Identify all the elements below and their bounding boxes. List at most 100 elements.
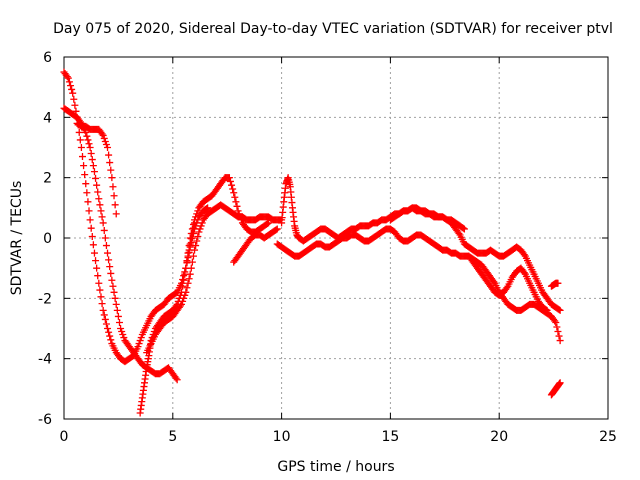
data-point (86, 216, 94, 224)
data-point (85, 140, 93, 148)
data-point (237, 216, 245, 224)
series-track-1 (60, 68, 212, 366)
data-point (84, 198, 92, 206)
data-point (113, 306, 121, 314)
data-point (228, 181, 236, 189)
data-point (95, 279, 103, 287)
series-track-3 (73, 119, 120, 218)
data-point (117, 325, 125, 332)
data-point (68, 85, 76, 93)
data-point (76, 136, 84, 144)
data-point (520, 269, 528, 277)
data-point (102, 320, 110, 328)
data-point (89, 241, 97, 249)
y-tick-labels: -6 -4 -2 0 2 4 6 (38, 50, 52, 428)
data-point (555, 332, 563, 340)
data-point (553, 323, 561, 331)
data-point (186, 234, 194, 242)
series-track-10 (386, 204, 564, 314)
data-point (106, 332, 114, 340)
data-point (82, 128, 90, 136)
data-point (93, 264, 101, 272)
data-point (94, 188, 102, 196)
data-point (105, 328, 113, 336)
data-point (95, 195, 103, 203)
data-point (556, 306, 564, 314)
data-point (98, 213, 106, 221)
data-point (99, 306, 107, 314)
data-point (88, 156, 96, 164)
data-point (204, 204, 212, 212)
data-point (556, 379, 564, 387)
data-point (195, 228, 203, 236)
data-point (99, 131, 107, 139)
data-point (179, 297, 187, 305)
data-point (85, 207, 93, 215)
data-point (70, 95, 78, 103)
data-point (265, 219, 273, 227)
data-point (236, 213, 244, 221)
y-tick-label: -4 (38, 352, 52, 368)
data-point (229, 185, 237, 193)
data-point (100, 311, 108, 319)
data-point (87, 224, 95, 232)
data-point (92, 174, 100, 182)
data-point (114, 312, 122, 320)
data-point (180, 276, 188, 284)
data-point (64, 74, 72, 82)
data-point (520, 251, 528, 259)
data-point (102, 140, 110, 148)
data-point (178, 300, 186, 308)
data-point (188, 225, 196, 233)
x-tick-label: 5 (168, 429, 177, 445)
data-point (192, 213, 200, 221)
data-point (197, 222, 205, 230)
data-point (173, 376, 181, 384)
data-point (106, 159, 114, 167)
data-point (111, 201, 119, 209)
x-tick-label: 10 (273, 429, 291, 445)
grid (64, 57, 608, 419)
data-point (96, 201, 104, 209)
data-point (543, 306, 551, 314)
data-point (196, 225, 204, 233)
data-point (90, 168, 98, 176)
data-point (185, 242, 193, 250)
data-point (107, 166, 115, 174)
data-point (459, 224, 467, 232)
data-point (101, 234, 109, 242)
data-point (71, 101, 79, 109)
data-point (82, 180, 90, 188)
y-axis-label: SDTVAR / TECUs (9, 181, 25, 296)
data-point (188, 258, 196, 266)
data-point (183, 257, 191, 265)
y-tick-label: -2 (38, 291, 52, 307)
data-point (187, 229, 195, 237)
series-track-9 (273, 225, 564, 345)
data-point (105, 151, 113, 159)
data-point (503, 284, 511, 292)
data-point (83, 189, 91, 197)
data-point (137, 334, 145, 342)
data-point (263, 220, 271, 228)
x-tick-label: 15 (381, 429, 399, 445)
data-point (198, 219, 206, 227)
data-point (225, 174, 233, 182)
data-point (552, 318, 560, 326)
data-point (191, 246, 199, 254)
data-point (118, 328, 126, 336)
axis-ticks (63, 56, 609, 420)
data-point (490, 278, 498, 286)
data-point (179, 282, 187, 290)
data-point (184, 249, 192, 257)
data-point (99, 219, 107, 227)
data-point (109, 183, 117, 191)
data-point (234, 207, 242, 215)
data-point (92, 257, 100, 265)
series-track-12 (547, 279, 562, 290)
data-point (67, 82, 75, 90)
data-point (88, 232, 96, 240)
data-point (69, 89, 77, 97)
series-track-2 (60, 104, 181, 384)
data-point (80, 162, 88, 170)
